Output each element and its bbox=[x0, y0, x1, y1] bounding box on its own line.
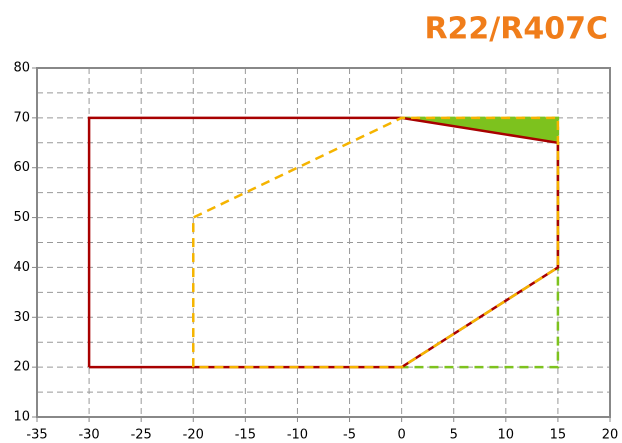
x-tick-label: -15 bbox=[235, 428, 256, 443]
envelope-line bbox=[192, 116, 560, 369]
y-tick-label: 60 bbox=[13, 160, 30, 175]
x-tick-label: -20 bbox=[183, 428, 204, 443]
x-tick-label: -35 bbox=[26, 428, 47, 443]
y-tick-label: 20 bbox=[13, 360, 30, 375]
x-tick-label: -5 bbox=[343, 428, 356, 443]
y-tick-label: 30 bbox=[13, 310, 30, 325]
x-tick-label: 20 bbox=[602, 428, 619, 443]
x-tick-label: -25 bbox=[131, 428, 152, 443]
chart-title: R22/R407C bbox=[424, 12, 608, 47]
y-tick-label: 40 bbox=[13, 260, 30, 275]
x-tick-label: 0 bbox=[397, 428, 405, 443]
x-tick-label: -30 bbox=[78, 428, 99, 443]
plot-frame bbox=[36, 67, 611, 418]
x-tick-label: 10 bbox=[498, 428, 515, 443]
x-tick-label: 5 bbox=[450, 428, 458, 443]
y-tick-label: 50 bbox=[13, 210, 30, 225]
y-tick-label: 10 bbox=[13, 410, 30, 425]
y-tick-label: 80 bbox=[13, 61, 30, 76]
x-tick-label: -10 bbox=[287, 428, 308, 443]
y-tick-label: 70 bbox=[13, 110, 30, 125]
x-tick-label: 15 bbox=[550, 428, 567, 443]
